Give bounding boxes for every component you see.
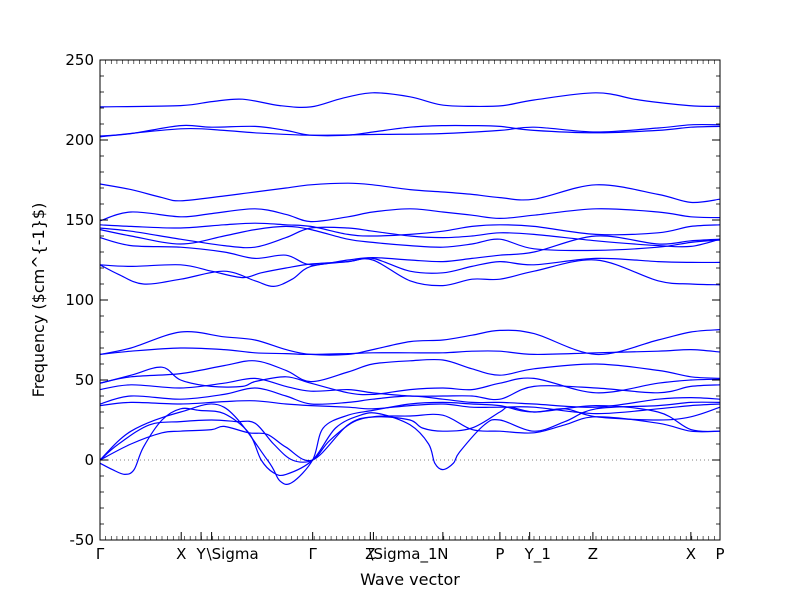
x-tick-label: \Sigma_1 — [368, 545, 437, 564]
dispersion-branch-3 — [99, 123, 721, 138]
x-tick-label: Z — [588, 545, 598, 563]
x-tick-label: Γ — [96, 545, 105, 563]
dispersion-branch-4 — [99, 182, 721, 204]
dispersion-branch-5 — [99, 208, 721, 223]
dispersion-branch-17 — [99, 387, 721, 408]
dispersion-branch-16 — [99, 377, 721, 401]
dispersion-branch-13 — [99, 347, 721, 356]
dispersion-branch-1 — [99, 92, 721, 108]
y-tick-label: 250 — [65, 51, 94, 69]
y-tick-label: 200 — [65, 131, 94, 149]
dispersion-branch-10 — [99, 257, 721, 279]
dispersion-branch-22 — [99, 413, 721, 462]
x-tick-label: P — [495, 545, 504, 563]
y-axis-label: Frequency ($cm^{-1}$) — [29, 203, 48, 398]
dispersion-branch-8 — [99, 225, 721, 252]
x-tick-label: X — [176, 545, 186, 563]
dispersion-branch-2 — [99, 124, 721, 137]
x-tick-label: Γ — [308, 545, 317, 563]
dispersion-branch-20 — [99, 401, 721, 477]
x-tick-label: X — [686, 545, 696, 563]
x-tick-label: \Sigma — [207, 545, 259, 563]
dispersion-branch-14 — [99, 358, 721, 384]
dispersion-branch-9 — [99, 235, 721, 266]
x-tick-label: Z — [365, 545, 375, 563]
dispersion-branch-7 — [99, 226, 721, 249]
dispersion-branch-15 — [99, 366, 721, 396]
x-tick-label: N — [437, 545, 448, 563]
y-tick-label: 150 — [65, 211, 94, 229]
x-tick-label: Y — [195, 545, 206, 563]
series-layer — [99, 92, 721, 486]
dispersion-branch-21 — [99, 401, 721, 486]
x-tick-label: Y_1 — [524, 545, 551, 564]
y-tick-label: 50 — [75, 371, 94, 389]
y-tick-label: 0 — [84, 451, 94, 469]
dispersion-branch-6 — [99, 222, 721, 237]
x-tick-label: P — [715, 545, 724, 563]
dispersion-branch-11 — [99, 258, 721, 288]
dispersion-branch-12 — [99, 329, 721, 356]
plot-frame — [99, 59, 721, 541]
y-tick-label: 100 — [65, 291, 94, 309]
x-axis-label: Wave vector — [360, 570, 460, 589]
y-tick-label: -50 — [70, 531, 95, 549]
